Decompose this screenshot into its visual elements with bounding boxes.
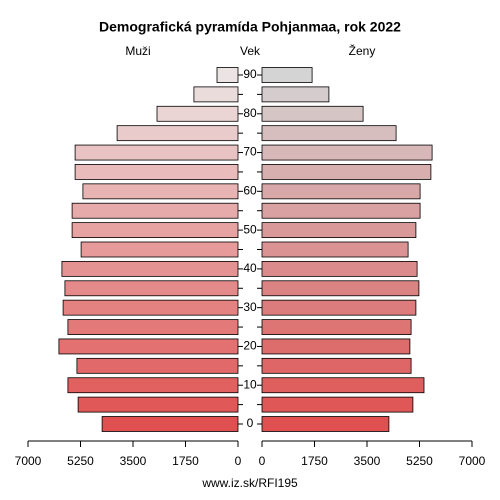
bar	[116, 125, 239, 142]
bar	[67, 319, 239, 335]
x-tick-label: 5250	[67, 454, 94, 468]
bar	[61, 260, 239, 277]
age-label: 80	[243, 106, 257, 120]
bar	[101, 416, 239, 432]
bar	[71, 222, 239, 239]
bar	[261, 125, 397, 142]
bar	[76, 357, 239, 374]
right-label: Ženy	[349, 43, 376, 58]
bar	[74, 164, 239, 180]
bar	[77, 396, 239, 413]
age-label: 20	[243, 339, 257, 353]
age-label: 0	[247, 416, 254, 430]
x-tick-label: 0	[259, 454, 266, 468]
x-tick-label: 7000	[15, 454, 42, 468]
source: www.iz.sk/RFI195	[201, 476, 298, 490]
bar	[261, 260, 418, 277]
bar	[261, 377, 425, 394]
x-tick-label: 5250	[406, 454, 433, 468]
bar	[261, 319, 412, 335]
bar	[261, 338, 411, 355]
bar	[261, 183, 421, 200]
bar	[216, 67, 239, 83]
bar	[261, 396, 414, 413]
bar	[261, 280, 420, 297]
x-tick-label: 0	[235, 454, 242, 468]
bar	[80, 241, 239, 258]
bar	[261, 202, 421, 219]
bar	[64, 280, 239, 297]
age-label: 40	[243, 261, 257, 275]
bar	[261, 144, 433, 161]
bar	[67, 377, 239, 394]
age-label: 10	[243, 377, 257, 391]
bar	[261, 416, 390, 432]
bar	[71, 202, 239, 219]
x-tick-label: 1750	[301, 454, 328, 468]
bar	[261, 67, 313, 83]
age-label: 30	[243, 300, 257, 314]
bar	[193, 86, 239, 103]
bar	[261, 86, 330, 103]
bar	[82, 183, 239, 200]
age-label: 60	[243, 184, 257, 198]
age-label: 90	[243, 67, 257, 81]
bar	[261, 357, 412, 374]
x-tick-label: 1750	[172, 454, 199, 468]
bar	[261, 105, 364, 122]
center-label: Vek	[240, 44, 261, 58]
bar	[156, 105, 239, 122]
age-label: 50	[243, 222, 257, 236]
chart-title: Demografická pyramída Pohjanmaa, rok 202…	[99, 19, 401, 35]
bar	[58, 338, 239, 355]
x-tick-label: 3500	[354, 454, 381, 468]
bar	[62, 299, 239, 316]
bar	[261, 299, 417, 316]
bar	[74, 144, 239, 161]
left-label: Muži	[125, 44, 150, 58]
age-label: 70	[243, 145, 257, 159]
x-tick-label: 3500	[120, 454, 147, 468]
bar	[261, 164, 432, 180]
bar	[261, 222, 417, 239]
bar	[261, 241, 409, 258]
x-tick-label: 7000	[459, 454, 486, 468]
